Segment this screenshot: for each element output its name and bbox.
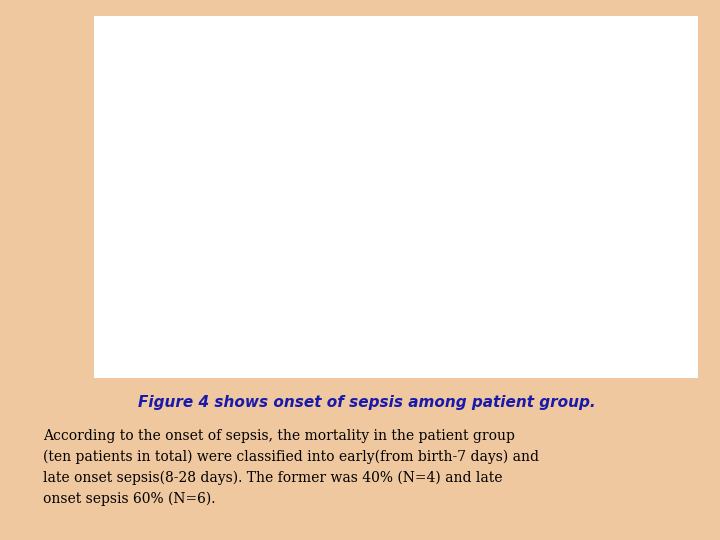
Polygon shape — [146, 200, 414, 360]
Text: Figure 4 shows onset of sepsis among patient group.: Figure 4 shows onset of sepsis among pat… — [138, 395, 596, 410]
Text: According to the onset of sepsis, the mortality in the patient group
(ten patien: According to the onset of sepsis, the mo… — [42, 429, 539, 507]
Text: 66%
Late onset
sepsis: 66% Late onset sepsis — [109, 160, 201, 210]
Ellipse shape — [146, 287, 437, 360]
Polygon shape — [414, 200, 437, 343]
Text: 34%
Early
onset
sepsis: 34% Early onset sepsis — [460, 18, 513, 85]
Wedge shape — [292, 55, 437, 278]
Wedge shape — [146, 55, 414, 345]
